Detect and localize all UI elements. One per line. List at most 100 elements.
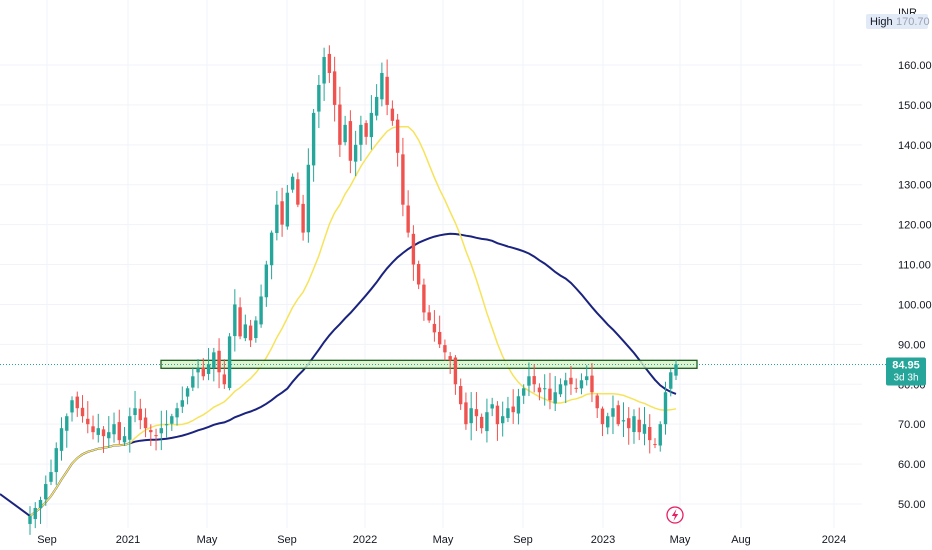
candle	[80, 395, 85, 423]
candle	[548, 372, 552, 410]
candle	[485, 398, 489, 443]
candle	[348, 110, 353, 174]
candle	[275, 190, 279, 241]
candle	[143, 408, 148, 438]
candle	[432, 310, 437, 342]
candle	[443, 339, 447, 361]
x-tick-label: May	[670, 534, 691, 546]
candle	[606, 412, 610, 435]
x-tick-label: May	[433, 534, 454, 546]
candle	[669, 368, 673, 397]
candle	[637, 407, 641, 441]
candle	[44, 475, 48, 506]
high-label: High	[870, 16, 893, 28]
candle	[579, 373, 584, 395]
x-tick-label: May	[197, 534, 218, 546]
candle	[191, 367, 195, 392]
candle	[296, 172, 300, 208]
candle	[663, 381, 668, 435]
candle	[627, 407, 631, 445]
candle	[500, 401, 505, 437]
candle	[317, 74, 321, 129]
candle	[422, 278, 426, 321]
x-tick-label: 2022	[353, 534, 377, 546]
candle	[558, 378, 563, 398]
candle	[96, 413, 100, 443]
price-tag-value: 84.95	[892, 360, 920, 372]
candle	[469, 392, 473, 441]
candle	[49, 459, 53, 486]
ma-fast-line	[29, 125, 677, 517]
y-tick-label: 150.00	[898, 100, 932, 112]
candle	[632, 409, 636, 444]
candle	[427, 305, 431, 323]
x-tick-label: Sep	[513, 534, 533, 546]
candle	[280, 187, 284, 237]
x-tick-label: Sep	[277, 534, 297, 546]
y-tick-label: 70.00	[898, 419, 926, 431]
candle	[537, 383, 542, 401]
time-axis[interactable]: Sep 2021 May Sep 2022 May Sep 2023 May Aug 2024	[37, 534, 846, 546]
candle	[574, 378, 578, 393]
candle	[185, 386, 190, 405]
candle	[437, 315, 442, 349]
candle	[290, 173, 295, 193]
candle	[448, 352, 452, 374]
x-tick-label: 2021	[116, 534, 140, 546]
candle	[222, 359, 227, 389]
candle	[395, 113, 400, 167]
candle	[248, 319, 253, 348]
candle	[154, 428, 158, 451]
candle	[385, 59, 389, 116]
candle	[658, 421, 662, 452]
candle	[128, 407, 132, 453]
candle	[542, 374, 547, 406]
candle	[180, 386, 185, 413]
candle	[322, 47, 326, 101]
candle	[595, 393, 599, 418]
moving-averages	[0, 125, 677, 518]
candle	[196, 359, 200, 389]
candle	[175, 402, 179, 426]
candle	[380, 62, 384, 107]
candle	[311, 108, 316, 182]
candle	[332, 56, 337, 122]
candle	[616, 400, 620, 427]
candle	[159, 410, 164, 451]
candle	[54, 442, 58, 485]
candle	[585, 365, 589, 386]
candle	[327, 45, 332, 83]
grid-lines	[0, 0, 862, 528]
y-tick-label: 60.00	[898, 459, 926, 471]
candle	[338, 86, 342, 157]
price-axis[interactable]: INR 50.0060.0070.0080.0090.00100.00110.0…	[898, 7, 932, 511]
x-tick-label: 2023	[591, 534, 615, 546]
y-tick-label: 110.00	[898, 260, 931, 272]
candle	[611, 395, 615, 435]
candle	[353, 130, 358, 177]
candle	[212, 347, 216, 382]
x-tick-label: Sep	[37, 534, 57, 546]
candle	[70, 396, 74, 422]
y-tick-label: 160.00	[898, 60, 932, 72]
candle	[112, 412, 116, 443]
candle	[521, 384, 526, 404]
candle	[164, 410, 169, 438]
candle	[511, 389, 515, 424]
price-tag: 84.95 3d 3h	[886, 357, 926, 386]
candle	[75, 391, 79, 417]
y-tick-label: 100.00	[898, 299, 932, 311]
candle	[133, 390, 137, 423]
candle	[238, 297, 242, 340]
candle	[38, 496, 43, 524]
x-tick-label: 2024	[822, 534, 846, 546]
candle	[206, 348, 211, 381]
y-tick-label: 120.00	[898, 220, 932, 232]
candle	[527, 362, 531, 397]
candle	[254, 316, 258, 343]
lightning-icon[interactable]	[666, 506, 684, 524]
candle	[33, 502, 37, 529]
ma-slow-line	[0, 232, 677, 518]
candle	[411, 225, 416, 281]
